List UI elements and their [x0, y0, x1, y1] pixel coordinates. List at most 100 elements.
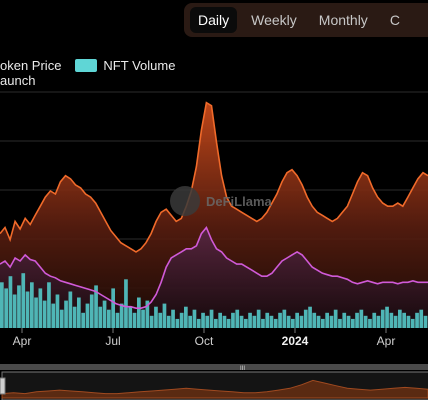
x-axis: Apr Jul Oct 2024 Apr [13, 328, 395, 348]
volume-bar [0, 282, 4, 328]
x-tick-label: Apr [13, 334, 32, 348]
volume-bar [85, 303, 90, 328]
volume-bar [303, 309, 308, 328]
volume-bar [179, 312, 184, 328]
volume-bar [64, 300, 68, 328]
tab-daily[interactable]: Daily [190, 7, 238, 33]
legend-item-token-price[interactable]: oken Price [0, 58, 61, 73]
volume-bar [389, 312, 394, 328]
volume-bar [4, 288, 8, 328]
volume-bar [346, 315, 351, 328]
volume-bar [124, 279, 128, 328]
volume-bar [393, 315, 398, 328]
navigator[interactable]: III [0, 364, 428, 400]
legend-swatch-nft-volume [75, 59, 98, 72]
volume-bar [17, 285, 21, 328]
volume-bar [244, 318, 248, 328]
volume-bar [261, 318, 265, 328]
volume-bar [141, 309, 145, 328]
volume-bar [81, 312, 85, 328]
tab-cumulative-partial[interactable]: C [389, 12, 400, 28]
volume-bar [98, 306, 103, 328]
volume-bar [149, 315, 154, 328]
volume-bar [402, 312, 406, 328]
volume-bar [59, 309, 64, 328]
volume-bar [282, 309, 287, 328]
volume-bar [209, 309, 214, 328]
volume-bar [72, 306, 77, 328]
x-tick-label: Oct [195, 334, 214, 348]
volume-bar [205, 315, 210, 328]
volume-bar [269, 315, 274, 328]
navigator-handle-label[interactable]: III [240, 366, 245, 372]
volume-bar [8, 276, 13, 328]
volume-bar [308, 306, 312, 328]
volume-bar [171, 309, 175, 328]
navigator-track [0, 364, 428, 370]
volume-bar [196, 318, 201, 328]
volume-bar [25, 291, 30, 328]
volume-bar [137, 297, 141, 328]
watermark: DeFiLlama [170, 186, 273, 216]
series-area-purple [0, 227, 428, 328]
volume-bar [338, 318, 342, 328]
volume-bar [419, 309, 424, 328]
tab-weekly[interactable]: Weekly [251, 12, 297, 28]
legend-item-nft-volume[interactable]: NFT Volume [75, 58, 175, 73]
navigator-left-handle[interactable] [0, 377, 6, 395]
volume-bar [239, 315, 244, 328]
volume-bar [252, 315, 257, 328]
series-line-purple [0, 225, 428, 309]
volume-bar [111, 288, 115, 328]
volume-bar [201, 312, 205, 328]
volume-bar [128, 306, 133, 328]
navigator-area [1, 379, 428, 399]
legend-label-nft-volume: NFT Volume [103, 58, 176, 73]
legend-second-line: aunch [0, 73, 36, 88]
volume-bar [214, 318, 218, 328]
volume-bar [102, 300, 107, 328]
volume-bar [295, 312, 299, 328]
volume-bar [291, 318, 295, 328]
watermark-text: DeFiLlama [206, 194, 273, 209]
volume-bar [166, 315, 171, 328]
volume-bar [333, 309, 338, 328]
volume-bar [218, 312, 222, 328]
volume-bar [248, 312, 252, 328]
volume-bar [184, 306, 188, 328]
volume-bar [68, 291, 73, 328]
volume-bar [415, 312, 419, 328]
volume-bar [359, 309, 364, 328]
x-tick-label: Jul [105, 334, 120, 348]
volume-bar [115, 312, 120, 328]
volume-bar [192, 309, 197, 328]
volume-bar [423, 315, 428, 328]
volume-bar [47, 282, 51, 328]
volume-bar [231, 312, 235, 328]
chart-legend: oken Price NFT Volume [0, 58, 189, 73]
volume-bar [42, 300, 47, 328]
volume-bar [342, 312, 347, 328]
volume-bar [286, 315, 291, 328]
volume-bar [376, 315, 381, 328]
volume-bar [188, 315, 192, 328]
series-line-token-price [0, 101, 428, 253]
volume-bar [175, 318, 180, 328]
volume-bar [380, 309, 385, 328]
tab-monthly[interactable]: Monthly [318, 12, 368, 28]
volume-bar [355, 312, 359, 328]
volume-bar [119, 303, 124, 328]
volume-bar [226, 318, 231, 328]
volume-bar [351, 318, 355, 328]
volume-bar [55, 294, 60, 328]
volume-bar [145, 300, 150, 328]
volume-bar [398, 309, 402, 328]
legend-label-token-price: oken Price [0, 58, 62, 73]
volume-bar [316, 315, 321, 328]
volume-bar [299, 315, 304, 328]
volume-bar [162, 303, 167, 328]
volume-bar [21, 273, 26, 328]
volume-bar [321, 318, 325, 328]
volume-bar [410, 318, 415, 328]
